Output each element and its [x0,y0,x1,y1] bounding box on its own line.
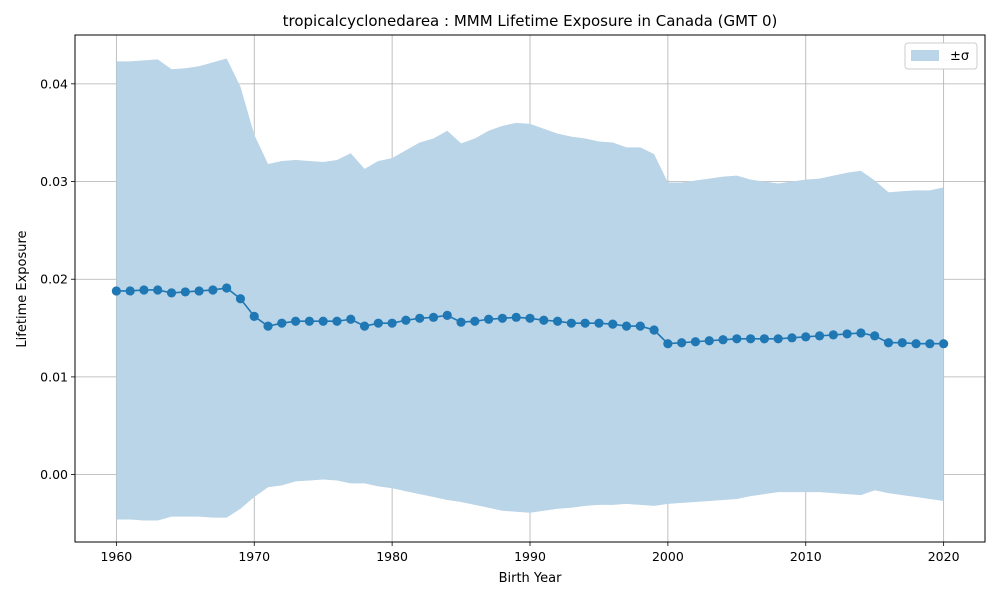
data-point [828,330,838,340]
data-point [677,338,687,348]
data-point [814,331,825,341]
data-point [801,332,811,342]
data-point [194,286,204,296]
data-point [497,313,508,323]
data-point [359,321,370,331]
data-point [883,338,894,348]
legend-label-sigma: ±σ [950,49,969,64]
data-point [415,313,425,323]
data-points [111,283,949,349]
data-point [180,287,190,297]
data-point [746,334,756,344]
data-point [442,310,452,320]
data-point [718,335,728,345]
data-point [456,317,466,327]
data-point [787,333,797,343]
legend: ±σ [904,42,978,70]
y-axis: 0.00 0.01 0.02 0.03 0.04 [40,76,75,482]
data-point [663,339,673,349]
data-point [346,314,356,324]
y-tick-label: 0.01 [40,369,68,384]
legend-swatch-band [911,50,939,61]
data-point [222,283,232,293]
x-tick-label: 1970 [238,549,270,564]
data-point [773,334,783,344]
data-point [594,318,604,328]
data-point [552,316,563,326]
data-point [732,334,742,344]
x-tick-label: 1980 [376,549,408,564]
data-point [291,316,301,326]
y-tick-label: 0.02 [40,272,68,287]
data-point [401,315,411,325]
data-point [525,313,535,323]
data-point [842,329,852,339]
data-point [249,311,259,321]
data-point [304,316,314,326]
data-point [635,321,645,331]
data-point [511,312,521,322]
legend-box [904,42,978,70]
data-point [166,288,177,298]
data-point [704,336,714,346]
data-point [277,318,287,328]
data-point [139,285,149,295]
data-point [690,337,701,347]
x-axis: 1960 1970 1980 1990 2000 2010 2020 [100,542,960,564]
data-point [939,339,949,349]
data-point [759,334,769,344]
data-point [897,338,907,348]
data-point [925,339,935,349]
data-point [387,318,397,328]
data-point [470,316,480,326]
data-point [428,312,439,322]
data-point [566,318,576,328]
data-point [580,318,590,328]
data-point [539,315,549,325]
data-point [870,331,880,341]
data-point [911,339,921,349]
data-point [649,325,659,335]
data-point [263,321,273,331]
sigma-band [116,58,944,521]
sigma-band-area [116,58,944,521]
x-tick-label: 2010 [790,549,822,564]
x-tick-label: 2020 [928,549,960,564]
data-point [111,286,121,296]
data-point [235,294,246,304]
x-tick-label: 2000 [652,549,684,564]
y-tick-label: 0.00 [40,467,68,482]
data-point [318,316,328,326]
chart-title: tropicalcyclonedarea : MMM Lifetime Expo… [283,12,778,30]
data-point [856,328,866,338]
data-point [125,286,135,296]
data-point [373,318,383,328]
data-point [608,319,618,329]
y-tick-label: 0.03 [40,174,68,189]
y-axis-title: Lifetime Exposure [15,230,30,347]
data-point [621,321,632,331]
x-tick-label: 1990 [514,549,546,564]
x-tick-label: 1960 [100,549,132,564]
data-point [153,285,163,295]
data-point [332,316,342,326]
data-point [208,285,218,295]
x-axis-title: Birth Year [499,571,563,586]
y-tick-label: 0.04 [40,76,68,91]
data-point [484,314,494,324]
